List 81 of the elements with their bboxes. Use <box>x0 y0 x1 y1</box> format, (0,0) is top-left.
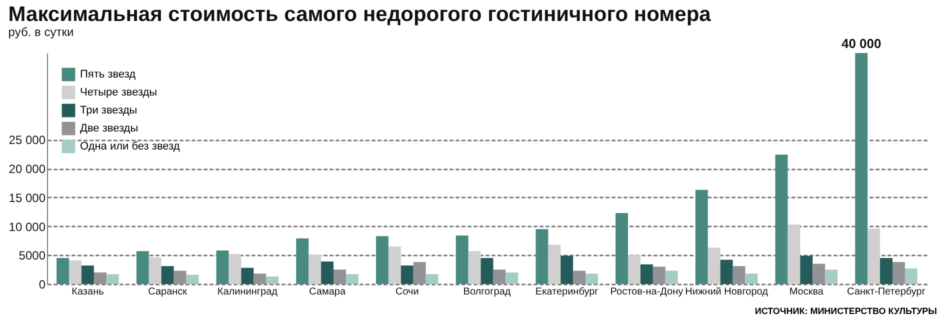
bar <box>106 274 119 284</box>
bar <box>456 235 468 284</box>
y-tick-label: 25 000 <box>8 133 46 148</box>
bar <box>573 270 586 284</box>
data-label: 40 000 <box>841 36 882 51</box>
x-tick-label: Москва <box>789 286 824 298</box>
legend-label: Две звезды <box>80 122 138 134</box>
bar <box>228 254 242 284</box>
bar <box>640 264 653 284</box>
bar <box>493 270 506 284</box>
bar <box>868 228 880 284</box>
y-tick-label: 0 <box>38 278 46 292</box>
bar <box>94 272 106 284</box>
bar <box>426 274 438 284</box>
x-tick-label: Калининград <box>217 286 278 298</box>
bar <box>346 274 358 284</box>
bar <box>241 268 254 284</box>
bar <box>400 266 414 284</box>
bar <box>334 270 346 284</box>
bar <box>186 274 199 284</box>
bar <box>665 270 678 284</box>
bar <box>855 53 868 284</box>
bar <box>506 272 518 284</box>
bar <box>812 264 826 284</box>
x-tick-label: Екатеринбург <box>535 286 599 298</box>
bar <box>69 260 82 284</box>
legend-label: Пять звезд <box>80 68 136 80</box>
bar <box>788 224 800 284</box>
text: ИСТОЧНИК: МИНИСТЕРСТВО КУЛЬТУРЫ <box>754 306 937 316</box>
x-tick-label: Нижний Новгород <box>685 286 768 298</box>
bar <box>536 229 548 284</box>
bar <box>148 257 162 284</box>
x-tick-label: Казань <box>72 286 104 298</box>
x-tick-label: Сочи <box>395 286 419 298</box>
bar <box>174 270 186 284</box>
bar <box>56 258 70 284</box>
y-axis-title: руб. в сутки <box>8 25 74 39</box>
bar <box>652 266 666 284</box>
bar <box>732 266 746 284</box>
bar <box>548 244 561 284</box>
bar <box>296 238 309 284</box>
bar <box>892 262 905 284</box>
bar <box>800 256 813 284</box>
bar <box>560 256 574 284</box>
legend-label: Одна или без звезд <box>80 140 180 152</box>
bar <box>81 266 94 284</box>
bar <box>745 274 758 284</box>
x-tick-label: Самара <box>309 286 346 298</box>
bar <box>628 255 640 284</box>
chart-title: Максимальная стоимость самого недорогого гостиничного номера <box>8 3 712 26</box>
bar <box>266 276 279 284</box>
bar <box>904 268 918 284</box>
bar <box>216 250 229 284</box>
bar <box>308 254 322 284</box>
bar <box>825 270 838 284</box>
y-tick-label: 10 000 <box>8 220 46 234</box>
bar <box>468 251 481 284</box>
x-tick-label: Саранск <box>148 286 188 298</box>
bar <box>136 251 149 284</box>
y-tick-label: 20 000 <box>8 162 46 176</box>
x-tick-label: Санкт-Петербург <box>847 286 926 298</box>
bar <box>254 274 266 284</box>
bar <box>480 258 494 284</box>
x-tick-label: Ростов-на-Дону <box>610 286 684 298</box>
bar <box>586 274 598 284</box>
bar <box>388 246 401 284</box>
bar <box>161 266 174 284</box>
bar <box>376 236 388 284</box>
x-tick-label: Волгоград <box>463 286 511 298</box>
bar <box>616 212 628 284</box>
y-tick-label: 5000 <box>18 248 46 263</box>
bar <box>695 190 708 284</box>
bar <box>720 260 733 284</box>
legend-label: Четыре звезды <box>80 86 158 98</box>
bar <box>413 262 426 284</box>
bar <box>775 154 788 284</box>
bar <box>708 248 720 284</box>
bar <box>880 258 893 284</box>
legend-label: Три звезды <box>80 104 138 116</box>
bar <box>321 261 334 284</box>
y-tick-label: 15 000 <box>8 190 46 205</box>
